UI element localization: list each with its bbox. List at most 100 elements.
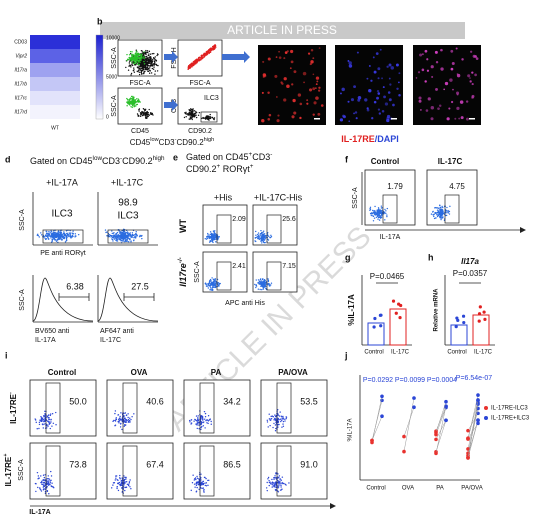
label: CD45 xyxy=(131,128,149,135)
label-part: -/- xyxy=(177,257,184,263)
dot xyxy=(282,425,285,427)
dot xyxy=(213,117,215,120)
dot xyxy=(131,51,133,53)
micrograph xyxy=(335,45,403,125)
dot xyxy=(257,237,260,240)
gene-label: Il17rb xyxy=(14,81,27,87)
dot xyxy=(461,314,466,318)
dot xyxy=(72,230,74,232)
pair-line xyxy=(435,406,447,454)
dot xyxy=(50,418,52,421)
label: OVA xyxy=(131,368,148,377)
dot xyxy=(57,238,60,241)
dot xyxy=(377,209,379,211)
dot xyxy=(130,72,133,75)
dot xyxy=(129,51,132,53)
dot xyxy=(208,52,210,55)
cell xyxy=(377,77,380,80)
heatmap-cell xyxy=(30,91,80,105)
dot xyxy=(151,53,154,55)
dot xyxy=(204,52,206,55)
dot xyxy=(149,113,152,115)
dot xyxy=(264,283,267,285)
dot xyxy=(117,479,119,482)
dot xyxy=(138,63,141,66)
dot xyxy=(262,236,264,239)
cell xyxy=(465,117,469,121)
cell xyxy=(307,52,311,55)
plot-frame xyxy=(364,169,416,226)
cell xyxy=(459,100,464,104)
dot xyxy=(128,421,130,424)
dot xyxy=(275,488,277,491)
dot xyxy=(148,108,150,111)
dot xyxy=(34,482,37,485)
cell xyxy=(398,94,401,97)
cell xyxy=(376,89,380,93)
dot xyxy=(137,59,140,62)
dot xyxy=(46,485,48,488)
cell xyxy=(398,72,401,75)
dot xyxy=(149,53,152,55)
label: 2.41 xyxy=(232,263,246,270)
dot xyxy=(118,230,121,232)
dot xyxy=(138,235,141,238)
dot xyxy=(48,484,50,486)
dot xyxy=(201,117,203,120)
panel-letter: g xyxy=(345,252,351,262)
dot xyxy=(138,52,140,55)
dot xyxy=(277,476,279,478)
dot xyxy=(192,61,195,63)
arrow xyxy=(164,99,178,111)
dot xyxy=(125,239,127,241)
label: 67.4 xyxy=(146,459,164,469)
gate xyxy=(266,214,282,244)
cell xyxy=(470,50,473,53)
dot xyxy=(151,113,153,115)
dot xyxy=(38,477,40,479)
dot xyxy=(41,483,43,486)
dot xyxy=(212,47,215,50)
cell xyxy=(283,98,287,102)
dot xyxy=(139,115,141,117)
dot xyxy=(62,236,64,238)
dot xyxy=(47,475,49,477)
label: Control xyxy=(364,350,383,356)
dot xyxy=(439,211,442,213)
label: FSC-A xyxy=(130,80,151,87)
dot xyxy=(131,63,133,66)
pair-line xyxy=(371,416,383,441)
dot xyxy=(47,420,49,422)
dot xyxy=(274,430,277,432)
cell xyxy=(448,107,451,110)
dot xyxy=(151,67,154,70)
dot xyxy=(277,421,279,423)
dot xyxy=(147,68,150,70)
dot xyxy=(53,235,55,238)
dot xyxy=(208,117,211,119)
cell xyxy=(430,106,435,110)
dot xyxy=(275,427,277,430)
cell xyxy=(471,96,474,99)
dot xyxy=(210,50,212,52)
dot xyxy=(197,483,199,486)
channel-label: IL-17RE/DAPI xyxy=(341,134,399,144)
dot xyxy=(205,485,208,487)
cell xyxy=(388,98,392,102)
cell xyxy=(312,73,315,76)
dot xyxy=(136,57,138,60)
dot xyxy=(192,62,195,65)
arrow xyxy=(164,51,178,63)
dot xyxy=(207,415,210,417)
dot xyxy=(151,65,154,67)
dot xyxy=(260,229,262,232)
dot xyxy=(373,217,376,219)
dot xyxy=(483,317,487,321)
dot xyxy=(117,238,120,240)
cell xyxy=(292,98,296,103)
dot xyxy=(274,414,276,416)
dot xyxy=(193,116,196,118)
dot xyxy=(38,427,40,430)
dot xyxy=(145,61,147,63)
dot xyxy=(204,418,206,420)
